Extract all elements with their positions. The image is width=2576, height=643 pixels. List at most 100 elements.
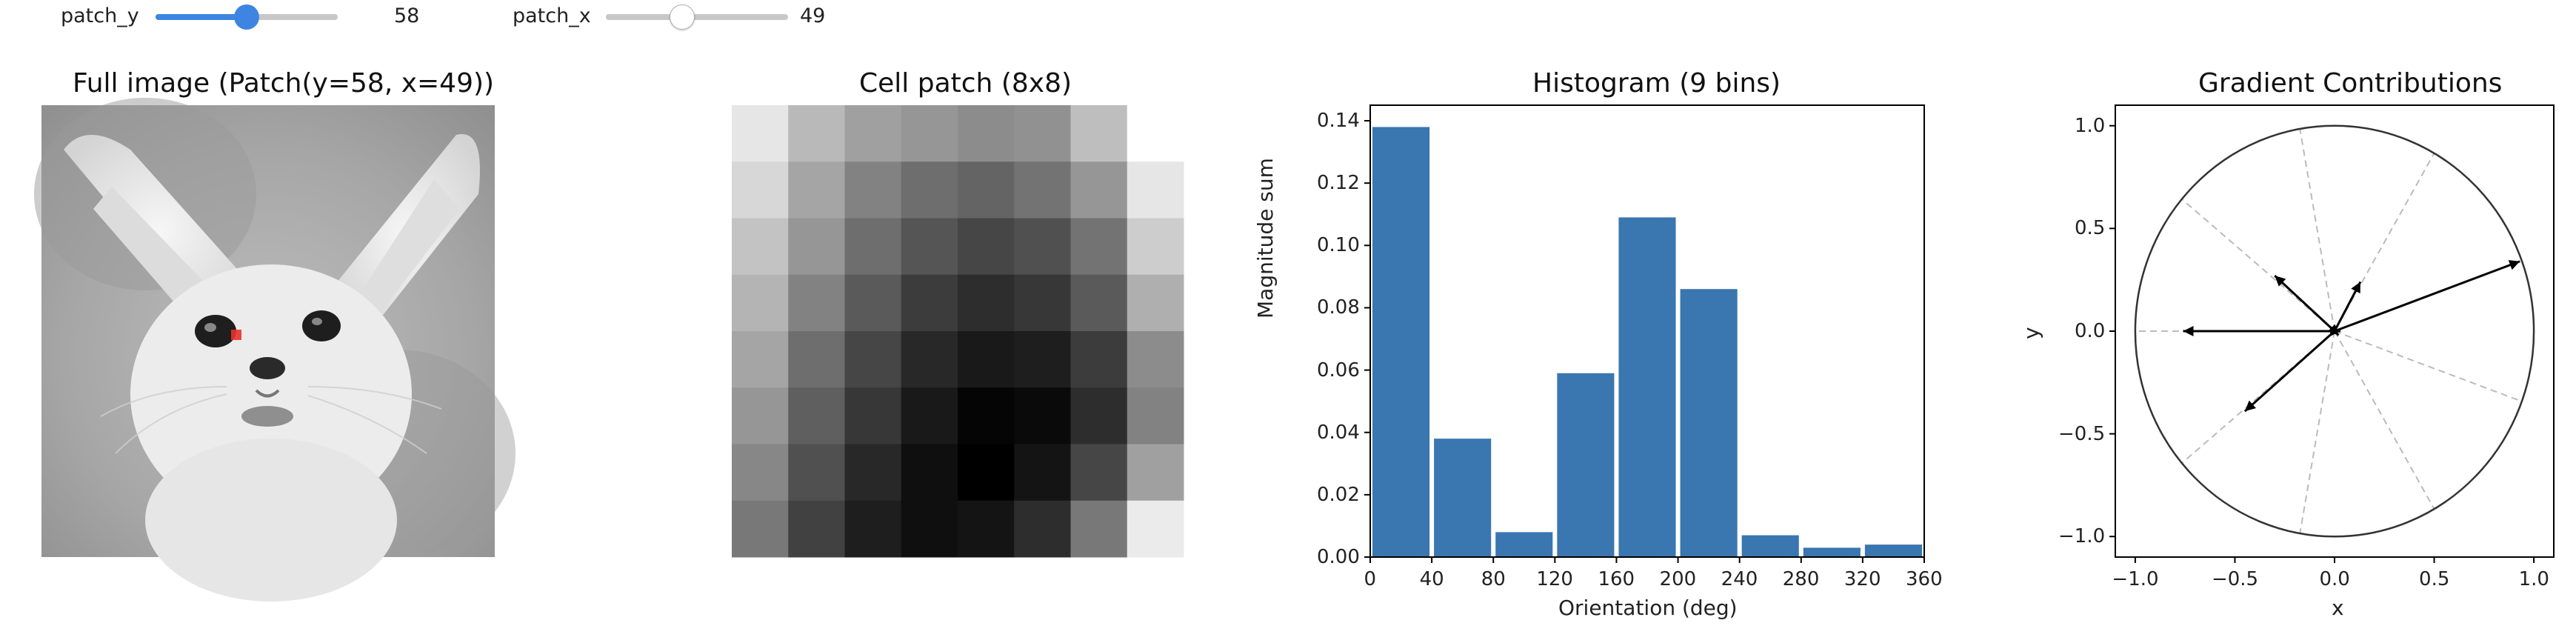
histogram-bar [1557, 373, 1615, 557]
gradient-ytick-label: 1.0 [2075, 114, 2106, 137]
patch-x-value: 49 [800, 4, 826, 27]
gradient-vector-head [2183, 326, 2194, 336]
patch-cell [1014, 387, 1071, 444]
patch-cell [1070, 331, 1128, 388]
histogram-xtick-label: 160 [1598, 568, 1635, 590]
histogram-bar [1741, 535, 1799, 557]
patch-cell [732, 500, 789, 558]
patch-cell [844, 161, 902, 219]
histogram-xtick-label: 280 [1782, 568, 1820, 590]
gradient-ytick-label: 0.5 [2075, 217, 2106, 240]
gradient-vector-head [2275, 276, 2286, 287]
patch-cell [958, 387, 1015, 444]
patch-cell [844, 274, 902, 332]
gradient-vector-head [2244, 400, 2257, 412]
bin-guide-line [2334, 330, 2523, 402]
patch-cell [901, 218, 958, 276]
cell-patch-title: Cell patch (8x8) [859, 68, 1072, 99]
histogram-bar [1680, 289, 1738, 557]
patch-cell [1070, 105, 1128, 162]
gradient-vector-head [2351, 281, 2360, 294]
histogram-bar [1495, 532, 1553, 557]
patch-cell [788, 500, 845, 558]
gradient-xtick-label: 0.0 [2319, 568, 2350, 590]
patch-cell [1127, 500, 1184, 558]
patch-cell [1127, 331, 1184, 388]
histogram-xtick-label: 0 [1364, 568, 1377, 590]
histogram-bar [1803, 547, 1861, 557]
histogram-xtick-label: 40 [1419, 568, 1444, 590]
gradient-xlabel: x [2332, 596, 2344, 620]
patch-cell [1070, 444, 1128, 502]
patch-cell [901, 500, 958, 558]
full-image [34, 98, 515, 602]
patch-cell [901, 444, 958, 502]
histogram-bar [1372, 127, 1430, 558]
patch-cell [958, 500, 1015, 558]
patch-cell [732, 161, 789, 219]
patch-cell [1070, 274, 1128, 332]
patch-cell [788, 274, 845, 332]
patch-cell [732, 218, 789, 276]
histogram-ytick-label: 0.02 [1317, 483, 1360, 506]
patch-cell [1070, 161, 1128, 219]
patch-x-slider-track[interactable] [606, 14, 788, 20]
patch-cell [1127, 161, 1184, 219]
patch-cell [732, 387, 789, 444]
patch-cell [788, 444, 845, 502]
bin-guide-line [2299, 128, 2335, 332]
patch-cell [788, 218, 845, 276]
patch-cell [1127, 218, 1184, 276]
gradient-xtick-label: 1.0 [2518, 568, 2549, 590]
histogram-ytick-label: 0.12 [1317, 172, 1360, 195]
patch-cell [901, 387, 958, 444]
histogram-xtick-label: 240 [1721, 568, 1758, 590]
patch-cell [901, 161, 958, 219]
patch-cell [901, 331, 958, 388]
gradient-vector-head [2508, 260, 2520, 270]
patch-cell [958, 444, 1015, 502]
gradient-vector [2334, 260, 2520, 333]
patch-x-slider-thumb[interactable] [670, 4, 695, 30]
gradient-ylabel: y [2019, 327, 2043, 339]
patch-cell [844, 105, 902, 162]
patch-x-label: patch_x [513, 4, 591, 27]
histogram-ytick-label: 0.14 [1317, 110, 1360, 133]
patch-cell [732, 274, 789, 332]
histogram-bar [1864, 544, 1922, 557]
patch-y-slider-fill [156, 14, 247, 20]
patch-cell [1070, 387, 1128, 444]
patch-y-slider-thumb[interactable] [234, 4, 259, 30]
patch-cell [844, 218, 902, 276]
patch-cell [844, 500, 902, 558]
patch-cell [958, 105, 1015, 162]
histogram-bar [1434, 439, 1492, 557]
gradient-xtick-label: −1.0 [2112, 568, 2159, 590]
patch-cell [1014, 161, 1071, 219]
patch-cell [844, 331, 902, 388]
patch-cell [1127, 387, 1184, 444]
patch-cell [1014, 444, 1071, 502]
histogram-frame [1369, 104, 1925, 558]
patch-cell [732, 444, 789, 502]
patch-cell [1014, 105, 1071, 162]
patch-cell [788, 331, 845, 388]
gradient-xtick-label: 0.5 [2419, 568, 2450, 590]
patch-cell [958, 274, 1015, 332]
histogram-xtick-label: 80 [1481, 568, 1506, 590]
gradient-vector-head [2327, 324, 2339, 336]
gradient-vector [2274, 275, 2336, 333]
histogram-ytick-label: 0.10 [1317, 234, 1360, 257]
full-image-title: Full image (Patch(y=58, x=49)) [73, 68, 495, 99]
patch-cell [788, 161, 845, 219]
patch-cell [844, 387, 902, 444]
histogram-bar [1618, 217, 1676, 557]
histogram-title: Histogram (9 bins) [1532, 68, 1781, 99]
histogram-xlabel: Orientation (deg) [1558, 596, 1738, 620]
patch-cell [1014, 218, 1071, 276]
patch-x-slider-fill [606, 14, 683, 20]
patch-y-value: 58 [394, 4, 420, 27]
bin-guide-line [2334, 330, 2435, 510]
